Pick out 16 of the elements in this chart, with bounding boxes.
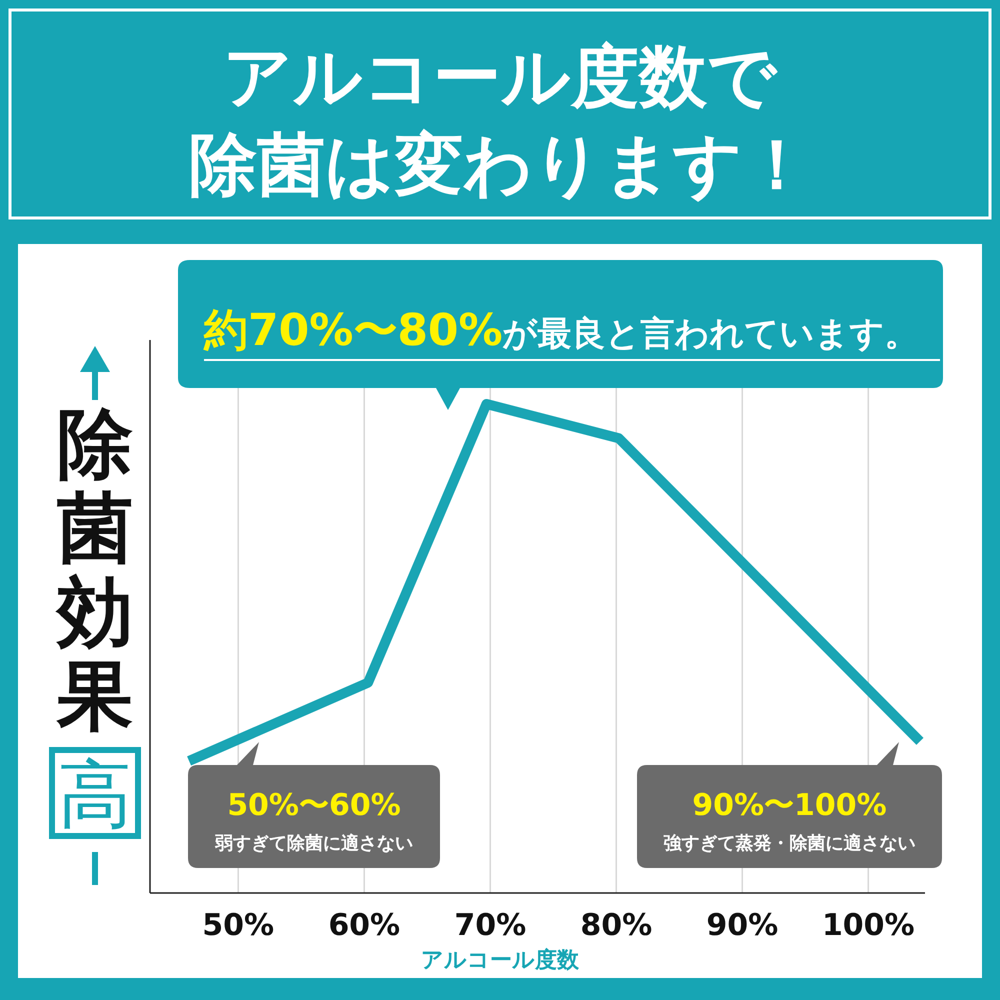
x-axis-title: アルコール度数 (421, 947, 580, 973)
annotation: 強すぎて蒸発・除菌に適さない (664, 833, 916, 854)
x-tick-label: 50% (202, 908, 274, 943)
annotation: 弱すぎて除菌に適さない (214, 833, 413, 854)
chart-title: アルコール度数で除菌は変わります！ (189, 38, 811, 205)
text: が最良と言われています。 (502, 314, 919, 354)
annotation: 90%〜100% (692, 788, 887, 823)
x-tick-label: 90% (706, 908, 778, 943)
x-tick-label: 100% (822, 908, 915, 943)
text: 約70%〜80% (203, 305, 503, 356)
annotation: 50%〜60% (227, 788, 401, 823)
text: 高 (58, 752, 132, 838)
x-tick-label: 60% (328, 908, 400, 943)
x-tick-label: 70% (454, 908, 526, 943)
x-tick-label: 80% (580, 908, 652, 943)
y-axis-title: 除菌効果 (55, 399, 133, 740)
